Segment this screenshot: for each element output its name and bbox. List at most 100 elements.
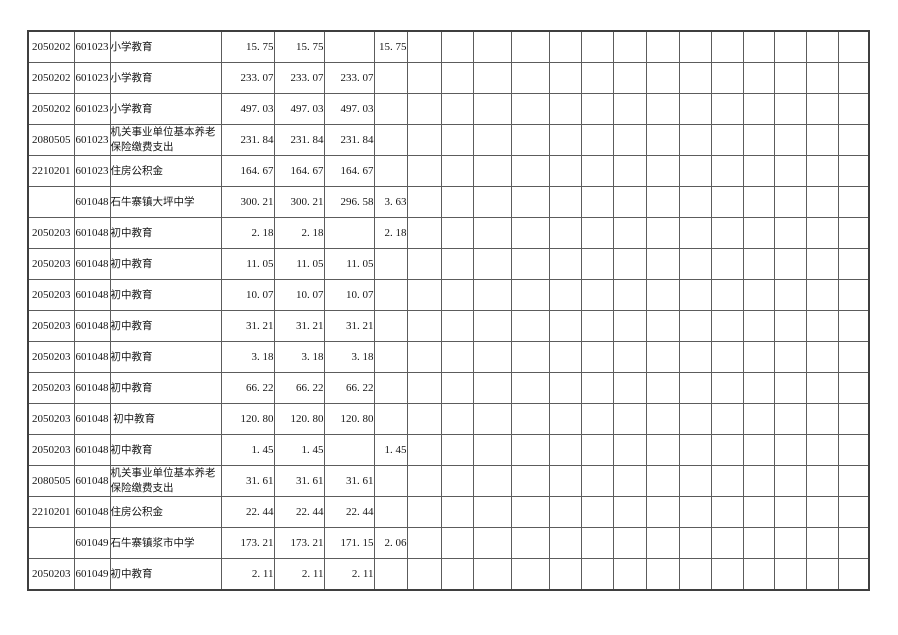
subject-name-cell: 住房公积金 [109,155,222,187]
amount-cell-2: 497. 03 [273,93,325,125]
empty-cell [645,217,680,249]
empty-cell [580,310,614,342]
empty-cell [440,527,474,559]
amount-cell-1: 120. 80 [220,403,275,435]
empty-cell [612,403,647,435]
empty-cell [645,310,680,342]
empty-cell [612,341,647,373]
subject-name-cell: 小学教育 [109,30,222,63]
unit-code-cell: 601048 [73,186,111,218]
empty-cell [440,372,474,404]
table-row: 2050202 601023 小学教育 15. 75 15. 75 15. 75 [27,30,870,63]
amount-cell-4 [373,310,408,342]
unit-code-cell: 601048 [73,248,111,280]
empty-cell [548,93,582,125]
empty-cell [710,465,744,497]
empty-cell [645,434,680,466]
amount-cell-2: 15. 75 [273,30,325,63]
function-code-cell: 2050203 [27,558,75,591]
table-row: 2210201 601023 住房公积金 164. 67 164. 67 164. 67 [27,155,870,187]
empty-cell [710,372,744,404]
empty-cell [548,496,582,528]
empty-cell [837,434,870,466]
subject-name-cell: 机关事业单位基本养老保险缴费支出 [109,465,222,497]
amount-cell-4 [373,465,408,497]
subject-name-cell: 住房公积金 [109,496,222,528]
amount-cell-4 [373,558,408,591]
empty-cell [580,62,614,94]
empty-cell [805,558,839,591]
amount-cell-4 [373,93,408,125]
amount-cell-2: 164. 67 [273,155,325,187]
table-row: 2050203 601048 初中教育 2. 18 2. 18 2. 18 [27,217,870,249]
empty-cell [742,403,775,435]
empty-cell [440,248,474,280]
empty-cell [580,279,614,311]
amount-cell-2: 31. 21 [273,310,325,342]
empty-cell [440,186,474,218]
empty-cell [742,93,775,125]
empty-cell [678,93,712,125]
subject-name-cell: 初中教育 [109,341,222,373]
empty-cell [742,217,775,249]
amount-cell-1: 22. 44 [220,496,275,528]
empty-cell [805,310,839,342]
empty-cell [548,310,582,342]
empty-cell [612,248,647,280]
empty-cell [805,62,839,94]
empty-cell [472,62,512,94]
empty-cell [742,155,775,187]
empty-cell [805,217,839,249]
table-row: 2050203 601048 初中教育 1. 45 1. 45 1. 45 [27,434,870,466]
empty-cell [837,248,870,280]
empty-cell [805,496,839,528]
unit-code-cell: 601048 [73,434,111,466]
function-code-cell: 2080505 [27,465,75,497]
empty-cell [678,186,712,218]
empty-cell [645,124,680,156]
function-code-cell: 2050203 [27,434,75,466]
empty-cell [580,372,614,404]
empty-cell [440,341,474,373]
amount-cell-4 [373,372,408,404]
amount-cell-2: 300. 21 [273,186,325,218]
empty-cell [678,434,712,466]
function-code-cell: 2050203 [27,217,75,249]
empty-cell [645,248,680,280]
empty-cell [510,372,550,404]
empty-cell [612,372,647,404]
empty-cell [510,279,550,311]
empty-cell [548,558,582,591]
empty-cell [710,527,744,559]
empty-cell [678,403,712,435]
unit-code-cell: 601023 [73,155,111,187]
table-row: 2080505 601048 机关事业单位基本养老保险缴费支出 31. 61 31. 6… [27,465,870,497]
empty-cell [548,155,582,187]
table-row: 601049 石牛寨镇浆市中学 173. 21 173. 21 171. 15 2. 06 [27,527,870,559]
empty-cell [710,310,744,342]
amount-cell-2: 22. 44 [273,496,325,528]
empty-cell [678,217,712,249]
empty-cell [645,527,680,559]
empty-cell [773,93,807,125]
amount-cell-3: 2. 11 [323,558,375,591]
amount-cell-4: 2. 18 [373,217,408,249]
empty-cell [580,186,614,218]
empty-cell [837,372,870,404]
amount-cell-3: 11. 05 [323,248,375,280]
empty-cell [406,30,442,63]
amount-cell-4 [373,155,408,187]
empty-cell [678,372,712,404]
empty-cell [742,310,775,342]
table-row: 2050203 601048 初中教育 11. 05 11. 05 11. 05 [27,248,870,280]
amount-cell-1: 1. 45 [220,434,275,466]
empty-cell [472,372,512,404]
empty-cell [645,30,680,63]
empty-cell [440,434,474,466]
empty-cell [678,496,712,528]
empty-cell [580,527,614,559]
empty-cell [805,248,839,280]
empty-cell [440,496,474,528]
amount-cell-4: 3. 63 [373,186,408,218]
